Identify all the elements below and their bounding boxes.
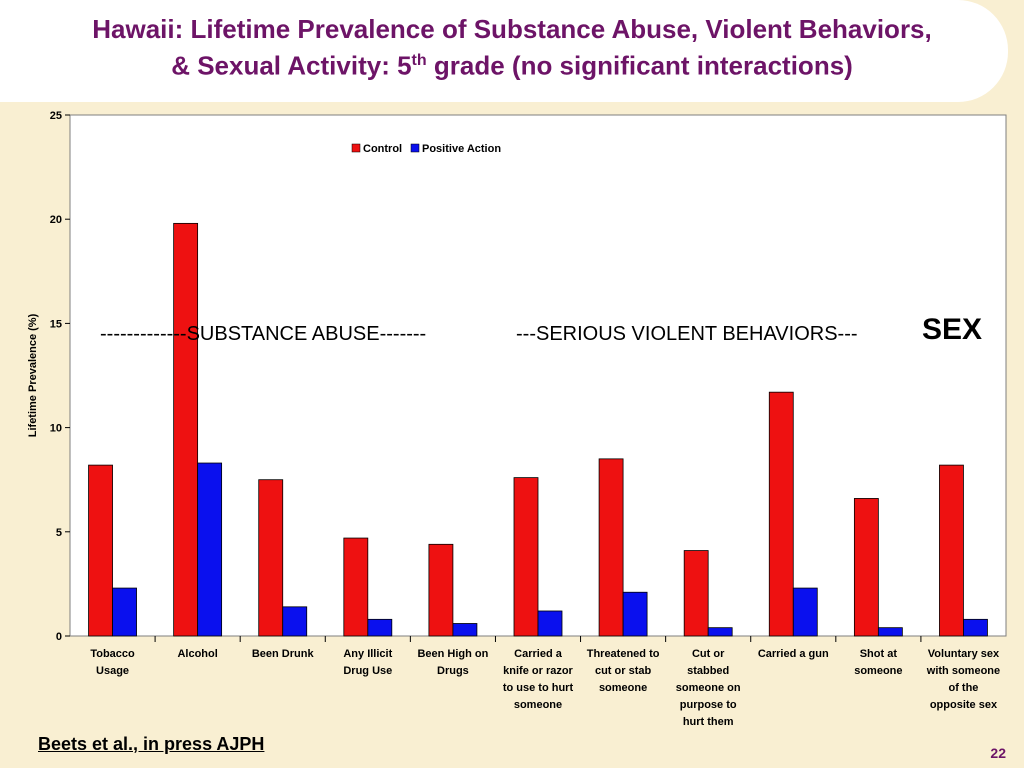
bar-control bbox=[173, 222, 199, 637]
x-tick-label-line: Alcohol bbox=[177, 648, 217, 660]
bar-positive-action bbox=[707, 627, 733, 637]
legend-label-control: Control bbox=[363, 143, 402, 155]
title-superscript: th bbox=[411, 52, 427, 69]
x-tick-label: Cut or stabbed someone on purpose to hurt th… bbox=[676, 648, 741, 728]
x-tick-label-line: Voluntary sex bbox=[928, 648, 1000, 660]
x-tick-label-line: someone bbox=[599, 682, 647, 694]
x-tick-label: Been Drunk bbox=[252, 648, 315, 660]
x-tick-label: Carried a gun bbox=[758, 648, 829, 660]
x-tick-label: Shot at someone bbox=[854, 648, 902, 677]
page-number: 22 bbox=[990, 745, 1006, 761]
y-tick-label: 10 bbox=[50, 423, 62, 435]
x-tick-label: Tobacco Usage bbox=[90, 648, 135, 677]
x-tick-label-line: Tobacco bbox=[90, 648, 135, 660]
x-tick-label-line: Usage bbox=[96, 665, 129, 677]
legend-label-positive-action: Positive Action bbox=[422, 143, 501, 155]
bar-control bbox=[428, 543, 454, 637]
chart-area: 0 5 10 15 20 25 Lifetime Prevalence (%) Tobacco… bbox=[0, 102, 1024, 738]
bar-control bbox=[343, 537, 369, 637]
bar-positive-action bbox=[282, 606, 308, 637]
x-tick-label: Any Illicit Drug Use bbox=[343, 648, 392, 677]
bar-positive-action bbox=[877, 627, 903, 637]
title-line-2: & Sexual Activity: 5th grade (no signifi… bbox=[0, 45, 1024, 82]
x-tick-label-line: Carried a gun bbox=[758, 648, 829, 660]
legend-swatch-positive-action bbox=[410, 143, 420, 153]
x-tick-label-line: to use to hurt bbox=[503, 682, 574, 694]
annotation-sex: SEX bbox=[922, 313, 983, 346]
bar-positive-action bbox=[537, 610, 563, 637]
x-tick-label-line: with someone bbox=[926, 665, 1000, 677]
bar-control bbox=[683, 550, 709, 637]
x-tick-label-line: someone on bbox=[676, 682, 741, 694]
x-tick-label-line: Threatened to bbox=[587, 648, 660, 660]
bar-control bbox=[513, 477, 539, 637]
legend-swatch-control bbox=[351, 143, 361, 153]
y-tick-label: 0 bbox=[56, 631, 62, 643]
annotation-serious-violent-behaviors: ---SERIOUS VIOLENT BEHAVIORS--- bbox=[516, 323, 858, 345]
x-tick-label-line: Been Drunk bbox=[252, 648, 315, 660]
y-tick-label: 15 bbox=[50, 318, 62, 330]
x-tick-label-line: of the bbox=[948, 682, 978, 694]
x-tick-label-line: opposite sex bbox=[930, 699, 998, 711]
bar-positive-action bbox=[622, 591, 648, 637]
x-tick-label-line: someone bbox=[854, 665, 902, 677]
x-tick-label-line: Shot at bbox=[860, 648, 898, 660]
annotation-substance-abuse: -------------SUBSTANCE ABUSE------- bbox=[100, 323, 427, 345]
bar-control bbox=[258, 479, 284, 637]
x-tick-label-line: stabbed bbox=[687, 665, 729, 677]
title-line-1: Hawaii: Lifetime Prevalence of Substance… bbox=[92, 14, 932, 44]
x-tick-label: Voluntary sex with someone of the opposite … bbox=[926, 648, 1000, 711]
title-line-2-post: grade (no significant interactions) bbox=[426, 50, 853, 81]
x-tick-label-line: Cut or bbox=[692, 648, 725, 660]
bar-positive-action bbox=[792, 587, 818, 637]
bar-control bbox=[598, 458, 624, 637]
bar-positive-action bbox=[197, 462, 223, 637]
x-tick-label-line: hurt them bbox=[683, 716, 734, 728]
bar-control bbox=[88, 464, 113, 637]
bar-control bbox=[939, 464, 964, 637]
x-tick-label: Been High on Drugs bbox=[417, 648, 488, 677]
citation-link[interactable]: Beets et al., in press AJPH bbox=[38, 734, 265, 754]
x-tick-label-line: Drug Use bbox=[343, 665, 392, 677]
x-tick-label-line: knife or razor bbox=[503, 665, 573, 677]
y-tick-label: 20 bbox=[50, 214, 62, 226]
x-tick-label-line: someone bbox=[514, 699, 562, 711]
title-panel bbox=[0, 0, 1008, 102]
y-tick-label: 25 bbox=[50, 110, 62, 122]
x-tick-label-line: Drugs bbox=[437, 665, 469, 677]
bar-positive-action bbox=[112, 587, 137, 637]
bar-chart: 0 5 10 15 20 25 Lifetime Prevalence (%) Tobacco… bbox=[27, 110, 1007, 728]
bar-positive-action bbox=[367, 618, 393, 637]
x-tick-label-line: Been High on bbox=[417, 648, 488, 660]
bar-positive-action bbox=[963, 618, 988, 637]
x-tick-label-line: purpose to bbox=[680, 699, 737, 711]
x-tick-label: Threatened to cut or stab someone bbox=[587, 648, 660, 694]
y-axis-label: Lifetime Prevalence (%) bbox=[27, 313, 39, 437]
bar-control bbox=[768, 391, 794, 637]
slide-title: Hawaii: Lifetime Prevalence of Substance… bbox=[0, 14, 1024, 82]
x-tick-label-line: Any Illicit bbox=[343, 648, 392, 660]
x-tick-label-line: cut or stab bbox=[595, 665, 652, 677]
bar-control bbox=[853, 498, 879, 637]
title-line-2-pre: & Sexual Activity: 5 bbox=[171, 50, 412, 81]
x-tick-label-line: Carried a bbox=[514, 648, 563, 660]
bar-positive-action bbox=[452, 623, 478, 637]
y-tick-label: 5 bbox=[56, 527, 62, 539]
x-tick-label: Alcohol bbox=[177, 648, 217, 660]
x-tick-label: Carried a knife or razor to use to hurt som… bbox=[503, 648, 574, 711]
